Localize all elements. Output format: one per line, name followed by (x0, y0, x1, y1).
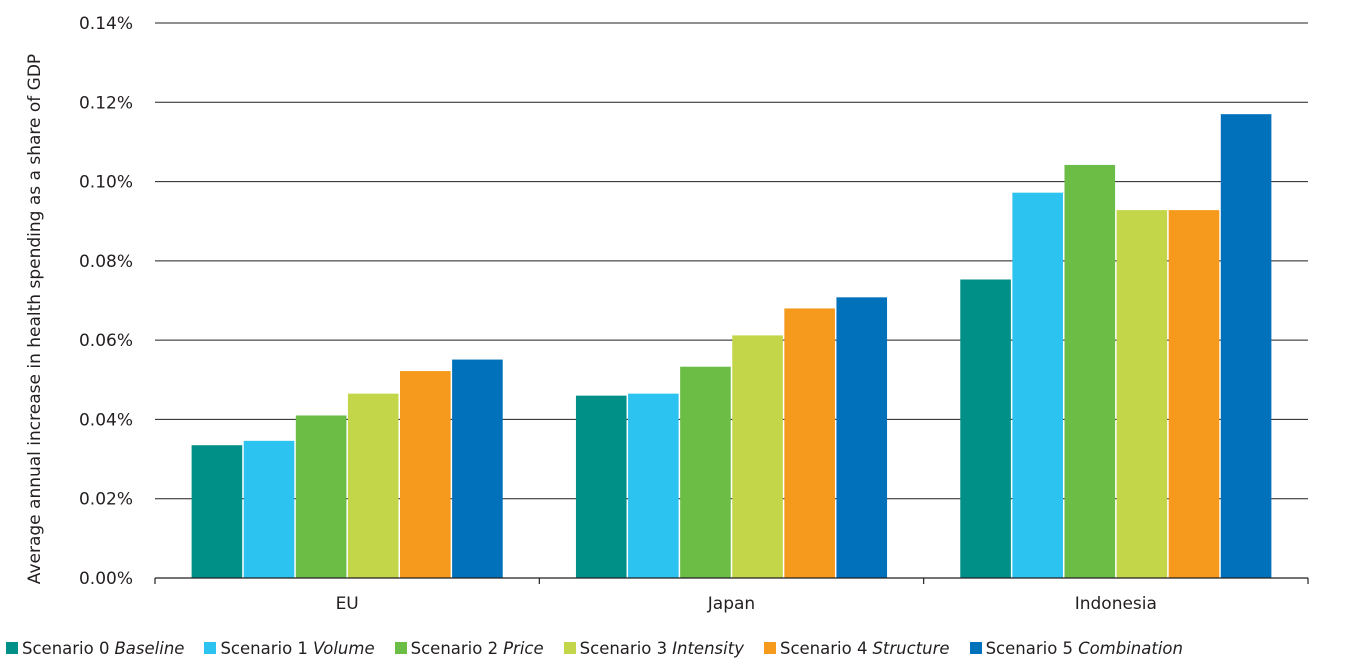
bar (243, 440, 295, 578)
y-tick-label: 0.00% (79, 569, 133, 589)
y-tick-label: 0.04% (79, 410, 133, 430)
y-axis-title: Average annual increase in health spendi… (25, 54, 45, 584)
bar (836, 297, 888, 578)
y-tick-label: 0.08% (79, 252, 133, 272)
bar (1116, 210, 1168, 578)
bar (295, 415, 347, 578)
x-tick-label: Japan (707, 594, 755, 614)
bar (1168, 210, 1220, 578)
legend-swatch (204, 642, 217, 654)
bar (784, 308, 835, 578)
bar (1012, 192, 1063, 578)
bar (400, 371, 451, 578)
legend-label: Scenario 2 (410, 638, 499, 658)
bar (575, 395, 627, 578)
y-tick-label: 0.10% (79, 173, 133, 193)
y-tick-label: 0.14% (79, 14, 133, 34)
legend-item: Scenario 0 Baseline (6, 639, 184, 658)
y-axis-tick-labels: 0.00% 0.02% 0.04% 0.06% 0.08% 0.10% 0.12% 0.14% (79, 14, 133, 589)
bar (680, 366, 731, 578)
legend-label-italic: Combination (1078, 638, 1183, 658)
bar (452, 359, 503, 578)
legend-item: Scenario 1 Volume (204, 638, 375, 658)
bars (191, 114, 1272, 578)
legend-swatch (6, 642, 18, 654)
bar (191, 445, 243, 578)
legend-label-italic: Baseline (114, 638, 185, 658)
legend-item: Scenario 4 Structure (763, 638, 950, 658)
x-axis: EU Japan Indonesia (154, 577, 1309, 614)
legend-item: Scenario 3 Intensity (563, 638, 744, 658)
bar (960, 279, 1011, 578)
bar (732, 335, 783, 578)
legend-label-italic: Structure (872, 638, 950, 658)
legend-label-italic: Intensity (672, 638, 744, 658)
bar (347, 393, 399, 578)
legend-label-italic: Price (503, 638, 544, 658)
legend-label: Scenario 3 (579, 638, 668, 658)
legend-label: Scenario 5 (985, 638, 1074, 658)
legend-swatch (563, 642, 576, 654)
gridlines (155, 22, 1308, 500)
y-tick-label: 0.12% (79, 93, 133, 113)
legend-label-italic: Volume (312, 638, 375, 658)
legend: Scenario 0 Baseline Scenario 1 Volume Scenar… (6, 636, 1203, 660)
bar (1064, 164, 1116, 578)
bar (628, 393, 679, 578)
legend-swatch (763, 642, 776, 654)
x-tick-label: Indonesia (1075, 594, 1157, 614)
legend-item: Scenario 5 Combination (969, 638, 1183, 658)
legend-swatch (394, 642, 407, 654)
x-tick-label: EU (336, 594, 359, 614)
legend-label: Scenario 4 (779, 638, 868, 658)
y-tick-label: 0.06% (79, 331, 133, 351)
legend-swatch (969, 642, 982, 654)
legend-label: Scenario 0 (22, 638, 110, 658)
y-tick-label: 0.02% (79, 490, 133, 510)
legend-item: Scenario 2 Price (394, 638, 544, 658)
legend-label: Scenario 1 (220, 638, 308, 658)
bar (1220, 114, 1272, 578)
